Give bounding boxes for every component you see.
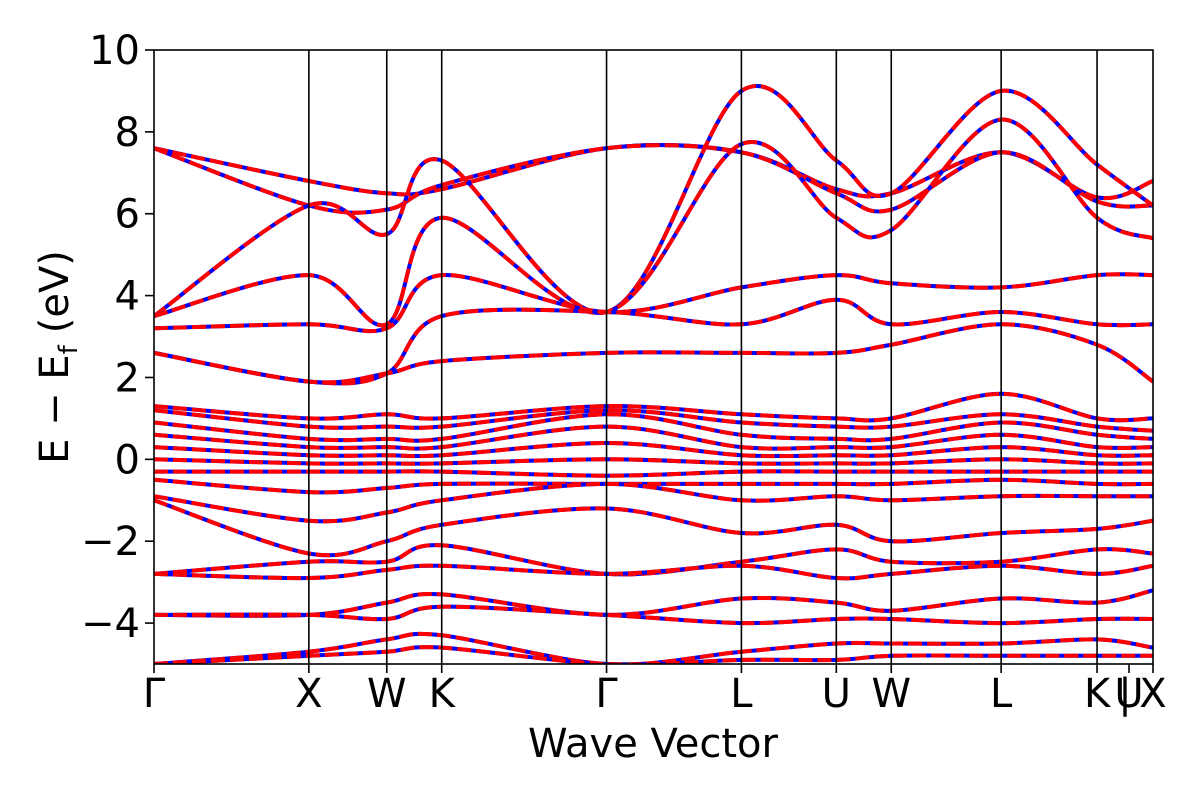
band-line-red-dashed [154,143,1153,215]
band-line-red-dashed [154,440,1153,459]
x-tick-label: Γ [595,671,618,717]
x-tick-label: U [822,671,851,717]
y-tick-label: 4 [115,274,140,320]
x-tick-label: Γ [143,671,166,717]
band-line-red-dashed [154,477,1153,495]
y-tick-label: 10 [89,28,140,74]
band-line-red-dashed [154,412,1153,443]
high-symmetry-lines [308,50,1098,664]
x-tick-label: | [1118,671,1131,717]
band-line-red-dashed [154,297,1153,386]
x-axis-ticks: Γ X W K Γ L U W L K |UX [143,664,1167,717]
y-axis-label: E − Ef (eV) [32,250,84,464]
y-tick-label: 6 [115,192,140,238]
band-line-red-dashed [154,408,1153,433]
x-tick-label: W [367,671,407,717]
band-line-red-dashed [154,391,1153,423]
band-line-red-dashed [154,563,1153,581]
band-line-red-dashed [154,424,1153,451]
y-axis-label-main: E − E [32,354,78,464]
y-tick-label: 0 [115,437,140,483]
y-axis-ticks: −4 −2 0 2 4 6 8 10 [81,28,154,647]
x-tick-label: L [730,671,753,717]
y-tick-label: 8 [115,110,140,156]
band-line-red-dashed [154,588,1153,618]
band-line-red-dashed [154,631,1153,664]
x-tick-label: W [871,671,911,717]
x-tick-label: X [1139,671,1166,717]
plot-frame [153,49,1154,665]
band-line-red-dashed [154,645,1153,664]
band-line-blue [154,498,1153,558]
band-line-red-dashed [154,481,1153,524]
band-line-red-dashed [154,322,1153,385]
band-line-red-dashed [154,604,1153,626]
y-axis-label-unit: (eV) [32,250,78,333]
x-tick-label: X [295,671,322,717]
x-axis-label: Wave Vector [528,721,779,767]
y-axis-label-subscript: f [54,344,84,354]
x-tick-label: K [1084,671,1112,717]
bands-layer [154,83,1153,664]
y-tick-label: 2 [115,355,140,401]
x-tick-label: K [429,671,457,717]
band-line-red-dashed [154,457,1153,466]
band-line-red-dashed [154,469,1153,478]
y-tick-label: −4 [81,601,140,647]
y-tick-label: −2 [81,519,140,565]
x-tick-label: U [1114,671,1143,717]
x-tick-label: L [990,671,1013,717]
